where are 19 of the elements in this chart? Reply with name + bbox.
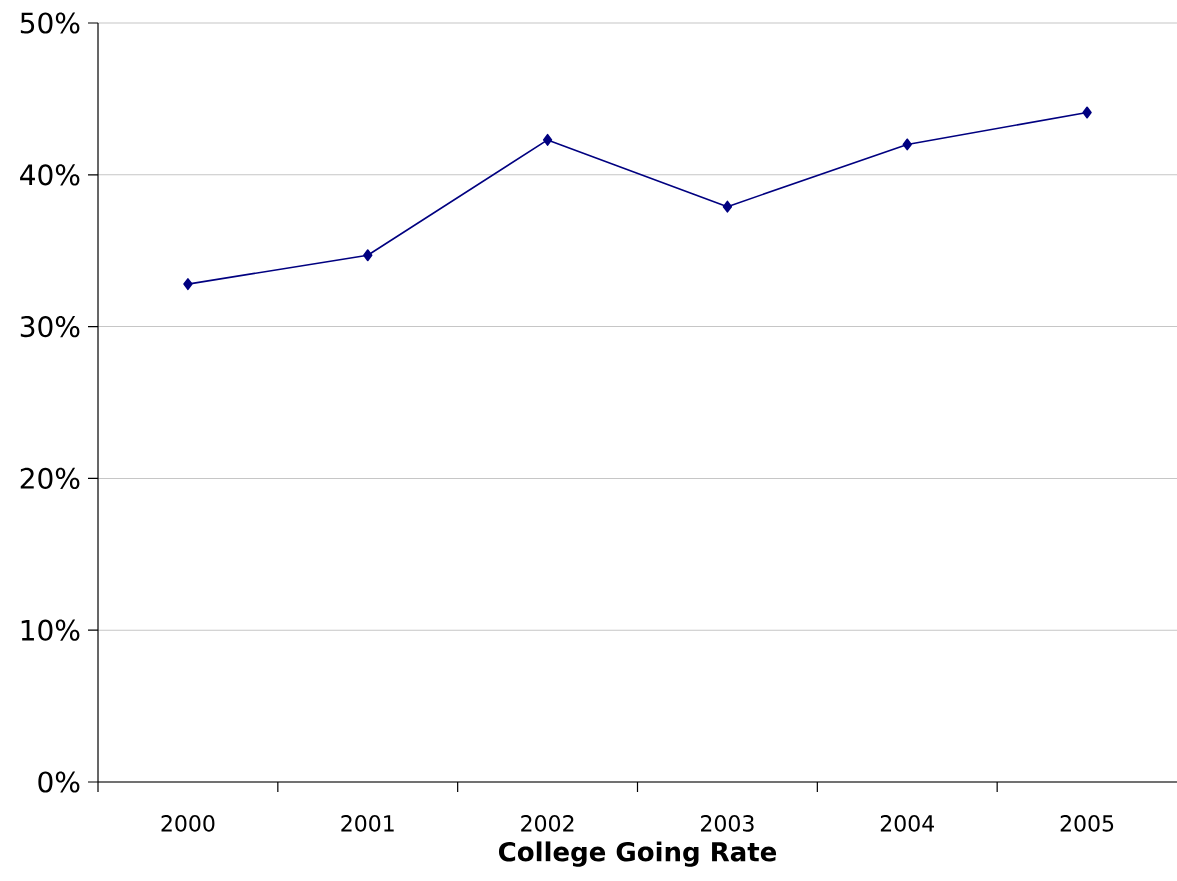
point <box>183 278 193 291</box>
x-tick-label: 2003 <box>701 815 754 832</box>
x-tick-label: 2005 <box>1060 815 1114 832</box>
point <box>1082 106 1092 119</box>
point <box>542 133 553 146</box>
y-tick-label: 20% <box>20 467 80 489</box>
y-tick-label: 10% <box>21 619 80 641</box>
point <box>722 200 733 213</box>
x-tick-label: 2004 <box>880 815 934 832</box>
x-axis-title: College Going Rate <box>498 841 777 867</box>
y-tick-label: 50% <box>20 12 80 34</box>
y-tick-label: 40% <box>20 164 80 186</box>
x-tick-label: 2002 <box>521 815 574 832</box>
y-tick-label: 0% <box>38 771 80 793</box>
point <box>363 249 373 262</box>
x-tick-label: 2001 <box>341 815 394 832</box>
y-tick-label: 30% <box>20 315 80 338</box>
x-tick-label: 2000 <box>161 815 215 832</box>
point <box>902 138 912 151</box>
